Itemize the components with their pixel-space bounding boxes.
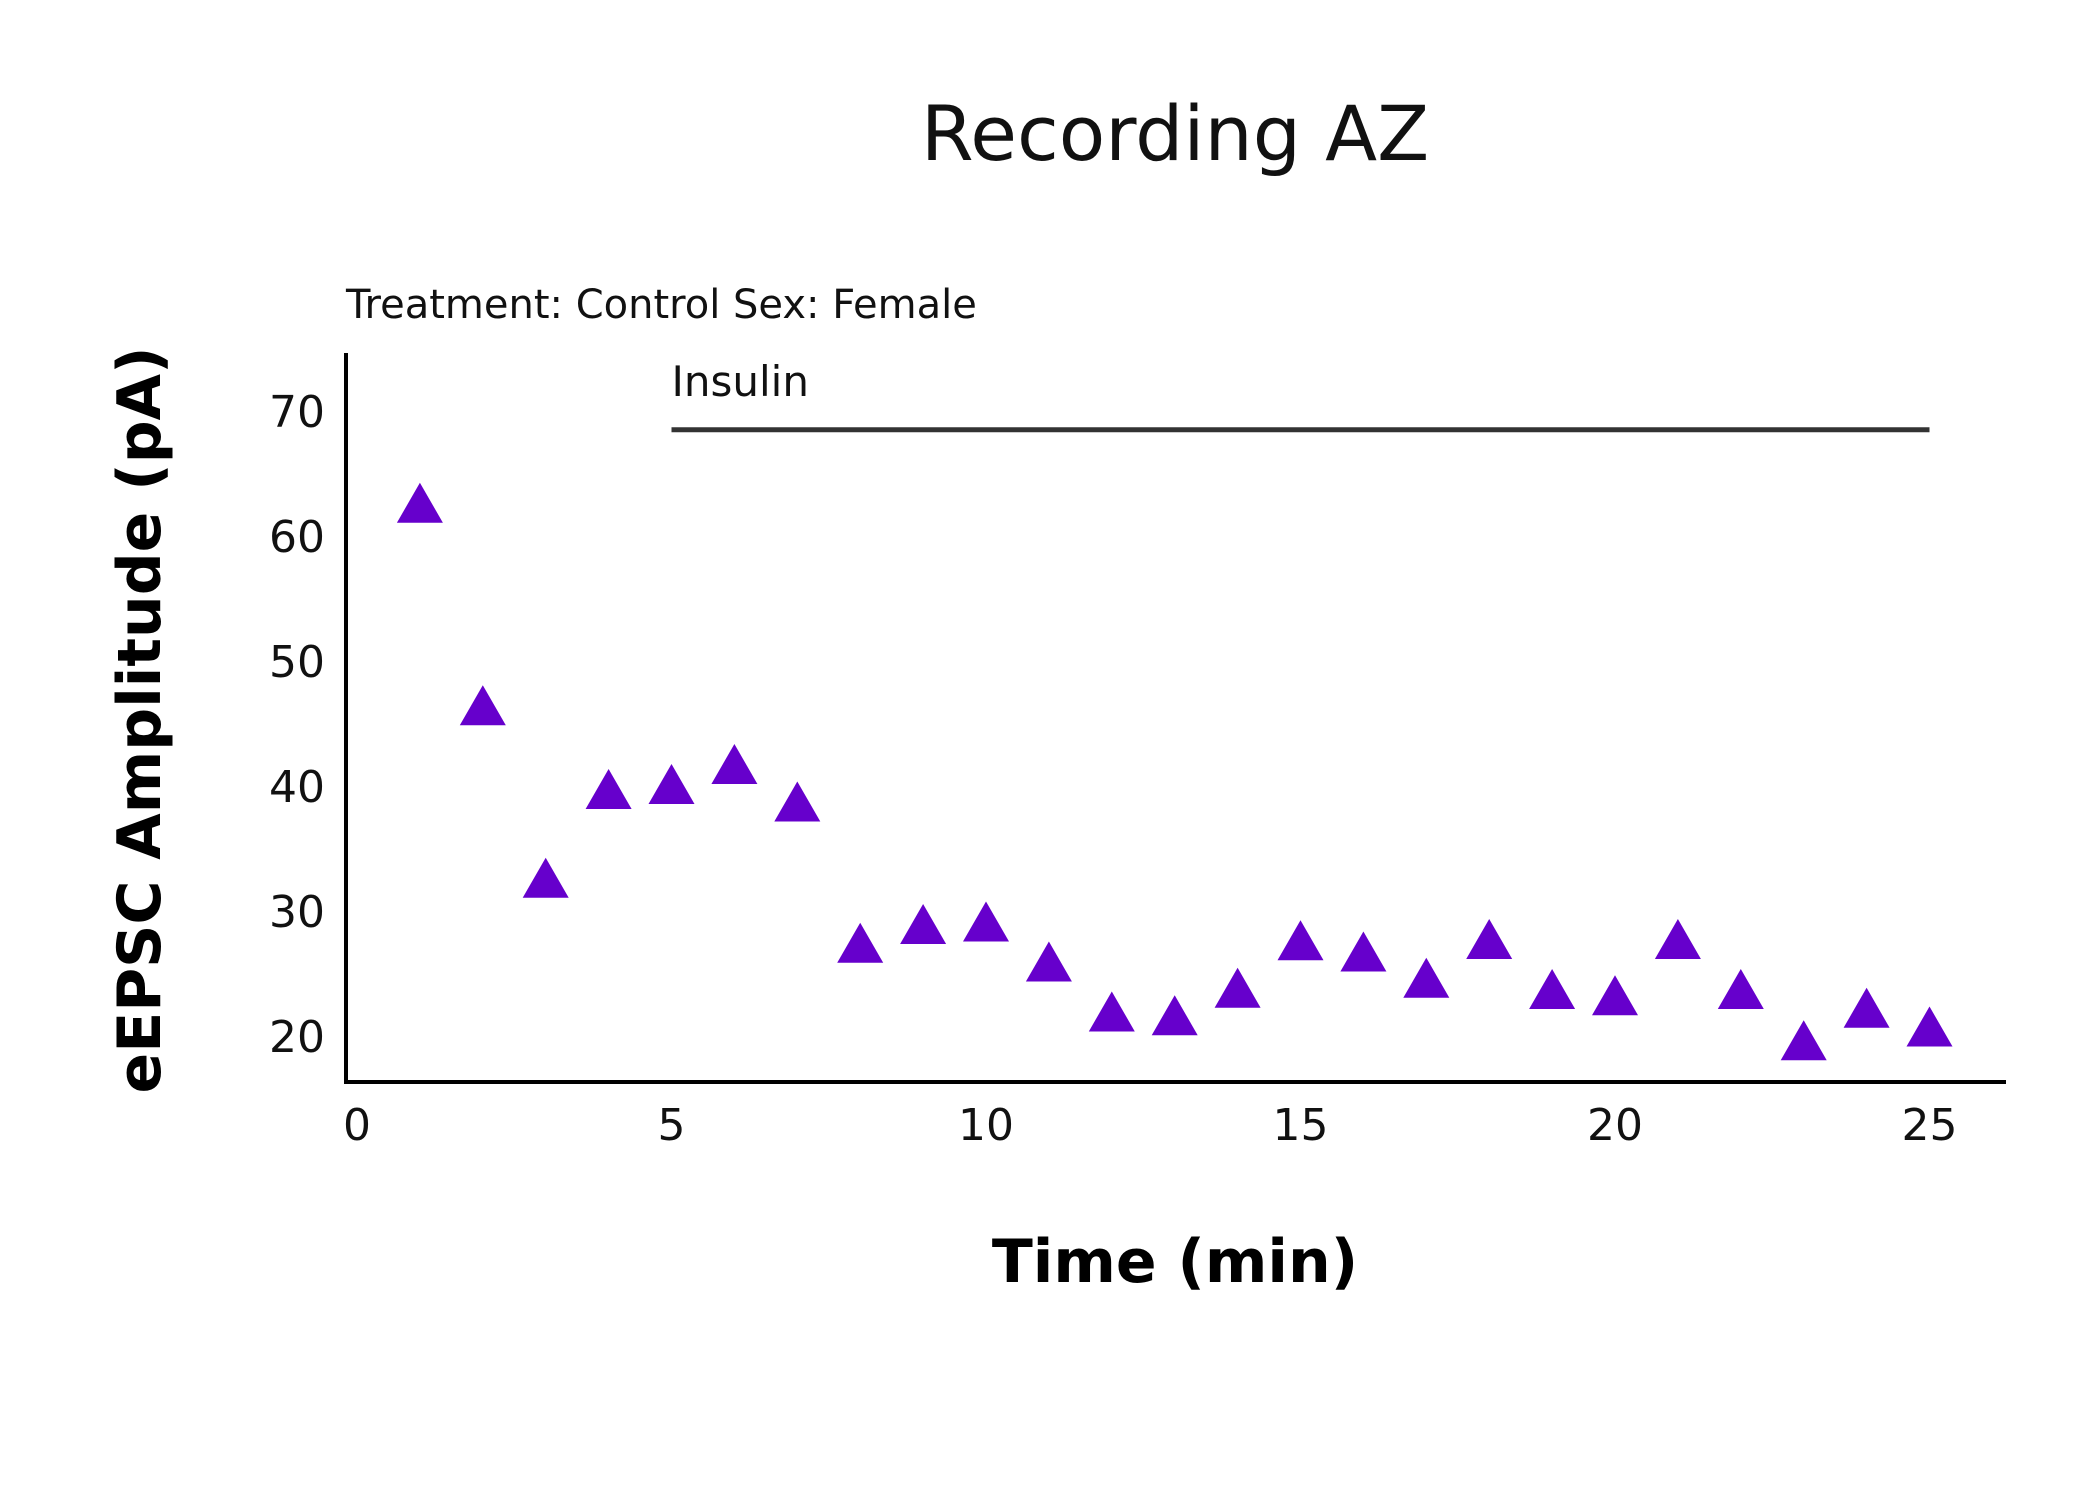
x-tick-label: 5 bbox=[658, 1100, 686, 1151]
y-tick-label: 50 bbox=[269, 637, 325, 688]
data-point bbox=[1403, 957, 1450, 998]
x-tick-label: 0 bbox=[343, 1100, 371, 1151]
data-points bbox=[396, 482, 1953, 1061]
data-point bbox=[522, 857, 569, 898]
data-point bbox=[1214, 967, 1261, 1008]
data-point bbox=[1151, 995, 1198, 1036]
data-point bbox=[1592, 975, 1638, 1016]
y-tick-label: 70 bbox=[269, 387, 325, 438]
data-point bbox=[711, 744, 758, 784]
annotation-label: Insulin bbox=[672, 357, 809, 406]
x-tick-label: 20 bbox=[1587, 1100, 1643, 1151]
y-axis-label: eEPSC Amplitude (pA) bbox=[105, 347, 175, 1094]
x-tick-labels: 0 5 10 15 20 25 bbox=[343, 1100, 1958, 1151]
data-point bbox=[1906, 1006, 1953, 1047]
y-tick-labels: 20 30 40 50 60 70 bbox=[269, 387, 325, 1063]
x-axis-label: Time (min) bbox=[992, 1227, 1358, 1297]
data-point bbox=[1780, 1020, 1827, 1061]
data-point bbox=[1088, 991, 1135, 1032]
y-tick-label: 40 bbox=[269, 762, 325, 813]
data-point bbox=[837, 922, 884, 963]
data-point bbox=[1277, 920, 1324, 961]
data-point bbox=[1717, 969, 1764, 1009]
data-point bbox=[1466, 919, 1513, 959]
y-tick-label: 30 bbox=[269, 887, 325, 938]
data-point bbox=[459, 685, 506, 726]
data-point bbox=[1843, 987, 1890, 1028]
chart-subtitle: Treatment: Control Sex: Female bbox=[345, 282, 977, 328]
data-point bbox=[1529, 969, 1576, 1009]
chart-title: Recording AZ bbox=[921, 89, 1429, 178]
y-tick-label: 20 bbox=[269, 1012, 325, 1063]
data-point bbox=[963, 901, 1009, 942]
data-point bbox=[585, 769, 632, 809]
data-point bbox=[1340, 931, 1387, 972]
data-point bbox=[396, 482, 443, 523]
y-tick-label: 60 bbox=[269, 512, 325, 563]
x-tick-label: 10 bbox=[958, 1100, 1014, 1151]
data-point bbox=[648, 764, 695, 804]
x-tick-label: 15 bbox=[1273, 1100, 1329, 1151]
annotations: Insulin bbox=[671, 357, 1930, 433]
data-point bbox=[1025, 941, 1072, 982]
x-tick-label: 25 bbox=[1902, 1100, 1958, 1151]
data-point bbox=[774, 781, 821, 822]
data-point bbox=[900, 904, 947, 944]
data-point bbox=[1654, 919, 1701, 959]
